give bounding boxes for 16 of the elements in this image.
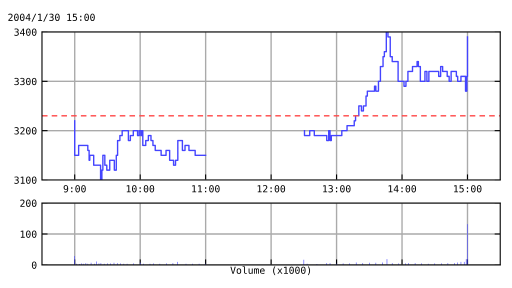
x-tick-label: 10:00 bbox=[126, 185, 154, 192]
chart-title: 2004/1/30 15:00 bbox=[8, 14, 95, 22]
y-tick-label: 3200 bbox=[14, 127, 36, 135]
x-tick-label: 13:00 bbox=[323, 185, 351, 192]
y-tick-label: 200 bbox=[20, 200, 36, 207]
y-tick-label: 3300 bbox=[14, 78, 36, 86]
x-tick-label: 15:00 bbox=[454, 185, 482, 192]
y-tick-label: 3400 bbox=[14, 28, 36, 36]
x-tick-label: 9:00 bbox=[64, 185, 86, 192]
y-tick-label: 3100 bbox=[14, 176, 36, 184]
y-tick-label: 100 bbox=[20, 230, 36, 238]
x-axis-title: Volume (x1000) bbox=[230, 266, 310, 276]
x-tick-label: 11:00 bbox=[192, 185, 220, 192]
x-tick-label: 12:00 bbox=[258, 185, 286, 192]
x-tick-label: 14:00 bbox=[388, 185, 416, 192]
y-tick-label: 0 bbox=[32, 261, 36, 269]
